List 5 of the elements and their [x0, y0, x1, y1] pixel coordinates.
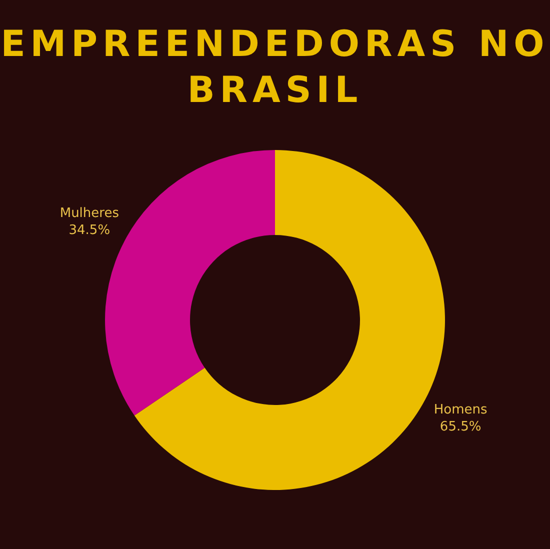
chart-title: EMPREENDEDORAS NO BRASIL — [0, 23, 550, 113]
data-label: 65.5% — [440, 420, 482, 435]
slice-label: Homens — [434, 402, 488, 418]
slice-label: Mulheres — [60, 206, 120, 222]
data-label: 34.5% — [68, 223, 110, 238]
